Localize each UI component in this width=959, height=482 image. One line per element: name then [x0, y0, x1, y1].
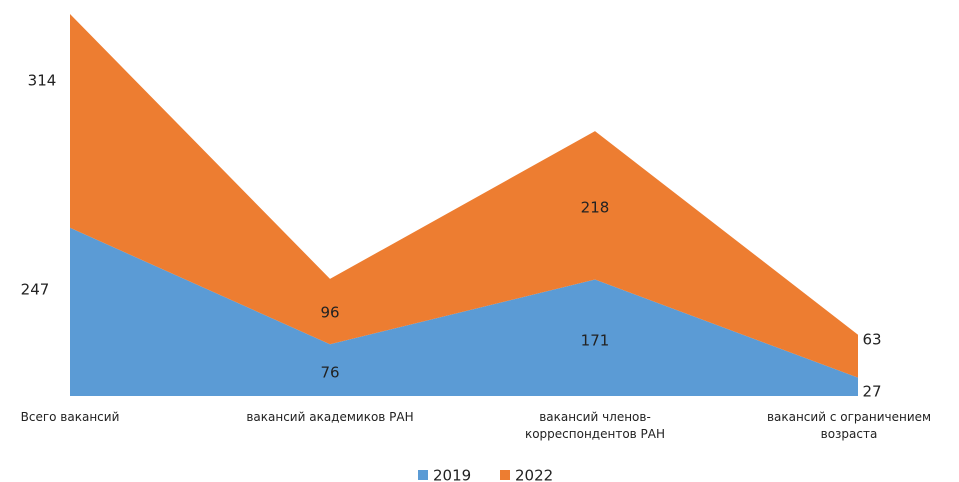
area — [70, 14, 858, 378]
data-label: 63 — [862, 331, 881, 349]
data-label: 218 — [581, 199, 610, 217]
legend-swatch — [418, 470, 428, 480]
legend-label: 2022 — [515, 467, 553, 482]
data-label: 96 — [320, 304, 339, 322]
legend-label: 2019 — [433, 467, 471, 482]
data-label: 27 — [862, 383, 881, 401]
x-tick-label: Всего вакансий — [20, 410, 120, 424]
data-label: 247 — [21, 281, 50, 299]
x-tick-label: вакансий с ограничением возраста — [766, 410, 932, 441]
x-tick-label: вакансий членов-корреспондентов РАН — [524, 410, 666, 441]
data-label: 314 — [28, 72, 57, 90]
x-tick-label: вакансий академиков РАН — [246, 410, 414, 424]
data-label: 171 — [581, 332, 610, 350]
area — [70, 227, 858, 396]
data-label: 76 — [320, 364, 339, 382]
legend-swatch — [500, 470, 510, 480]
